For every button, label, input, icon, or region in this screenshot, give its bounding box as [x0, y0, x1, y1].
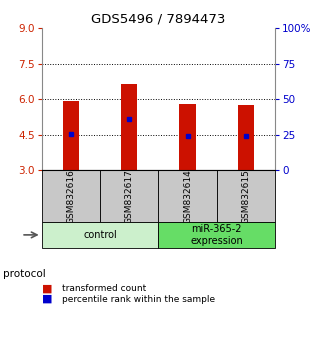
- Title: GDS5496 / 7894473: GDS5496 / 7894473: [91, 13, 226, 26]
- Bar: [121, 84, 137, 170]
- Text: ■: ■: [42, 284, 52, 293]
- Text: miR-365-2
expression: miR-365-2 expression: [190, 224, 243, 246]
- Text: protocol: protocol: [3, 269, 46, 279]
- Bar: [217, 170, 275, 222]
- Bar: [42, 170, 100, 222]
- Bar: [158, 170, 217, 222]
- Bar: [42, 222, 158, 248]
- Bar: [63, 101, 79, 170]
- Text: transformed count: transformed count: [62, 284, 147, 293]
- Text: GSM832615: GSM832615: [242, 169, 251, 224]
- Text: GSM832617: GSM832617: [125, 169, 134, 224]
- Bar: [180, 104, 196, 170]
- Text: control: control: [83, 230, 117, 240]
- Bar: [158, 222, 275, 248]
- Text: percentile rank within the sample: percentile rank within the sample: [62, 295, 216, 304]
- Bar: [238, 104, 254, 170]
- Text: ■: ■: [42, 294, 52, 304]
- Text: GSM832616: GSM832616: [66, 169, 75, 224]
- Text: GSM832614: GSM832614: [183, 169, 192, 223]
- Bar: [100, 170, 158, 222]
